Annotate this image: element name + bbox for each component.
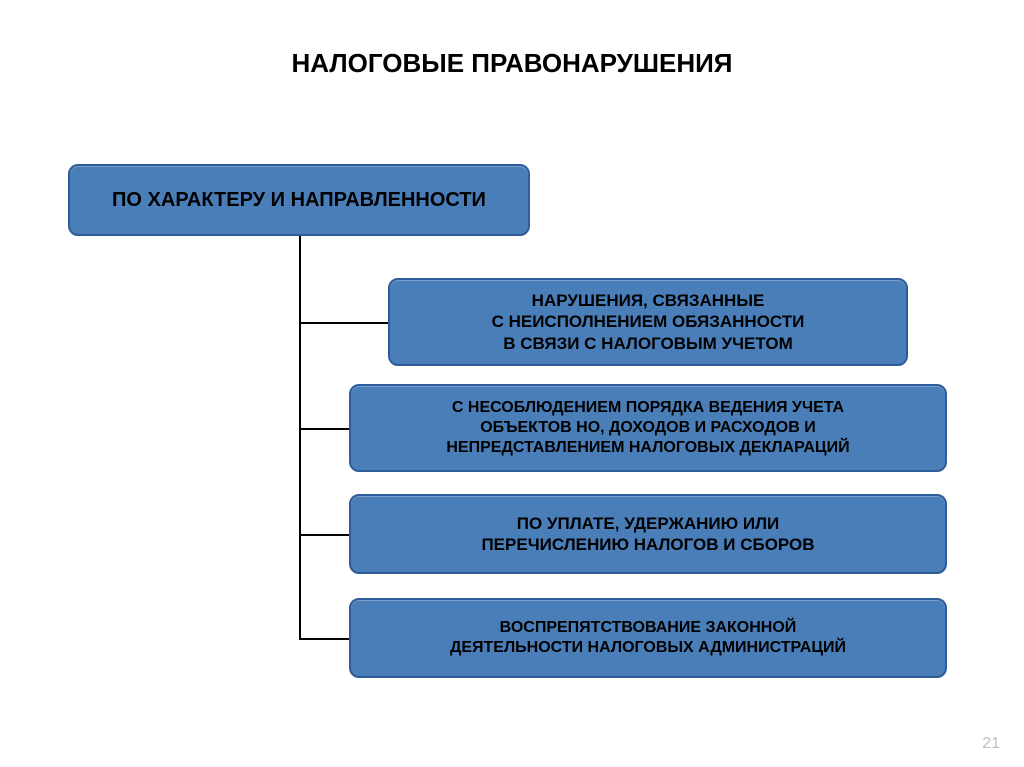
connector-branch [299,322,388,324]
slide-title: НАЛОГОВЫЕ ПРАВОНАРУШЕНИЯ [0,48,1024,79]
child-box: С НЕСОБЛЮДЕНИЕМ ПОРЯДКА ВЕДЕНИЯ УЧЕТАОБЪ… [349,384,947,472]
page-number: 21 [982,735,1000,753]
child-box: НАРУШЕНИЯ, СВЯЗАННЫЕС НЕИСПОЛНЕНИЕМ ОБЯЗ… [388,278,908,366]
slide: НАЛОГОВЫЕ ПРАВОНАРУШЕНИЯ ПО ХАРАКТЕРУ И … [0,0,1024,767]
root-box: ПО ХАРАКТЕРУ И НАПРАВЛЕННОСТИ [68,164,530,236]
connector-branch [299,428,349,430]
connector-branch [299,638,349,640]
child-box: ВОСПРЕПЯТСТВОВАНИЕ ЗАКОННОЙДЕЯТЕЛЬНОСТИ … [349,598,947,678]
connector-branch [299,534,349,536]
connector-trunk [299,236,301,640]
child-box: ПО УПЛАТЕ, УДЕРЖАНИЮ ИЛИПЕРЕЧИСЛЕНИЮ НАЛ… [349,494,947,574]
